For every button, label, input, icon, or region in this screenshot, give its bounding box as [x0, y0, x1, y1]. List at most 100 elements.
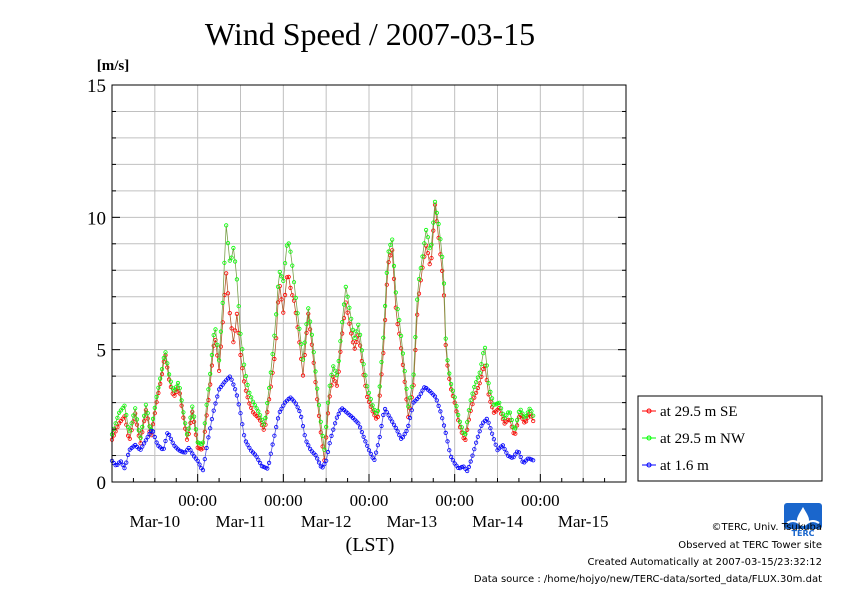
data-point — [382, 303, 388, 309]
data-point — [432, 394, 438, 399]
data-point — [252, 402, 257, 408]
data-point — [281, 310, 286, 315]
data-point — [213, 337, 218, 343]
data-point — [272, 333, 277, 338]
data-point — [254, 454, 259, 459]
data-point — [416, 394, 422, 399]
data-point — [145, 411, 150, 416]
data-point — [422, 385, 427, 390]
x-axis-label: (LST) — [346, 534, 395, 556]
data-point — [238, 411, 243, 416]
legend-label: at 1.6 m — [660, 458, 709, 474]
data-point — [372, 457, 377, 462]
data-point — [115, 415, 120, 420]
data-point — [304, 439, 309, 444]
data-point — [324, 458, 329, 463]
data-point — [363, 439, 368, 444]
data-point — [202, 456, 207, 462]
data-point — [192, 414, 197, 419]
data-point — [415, 297, 420, 302]
data-point — [209, 352, 214, 358]
data-point — [381, 335, 386, 340]
data-point — [350, 327, 355, 332]
data-point — [407, 395, 413, 400]
data-point — [418, 391, 423, 396]
data-point — [279, 406, 284, 411]
data-point — [384, 282, 389, 287]
data-point — [184, 437, 190, 442]
data-point — [175, 380, 181, 386]
data-point — [318, 419, 323, 424]
data-point — [206, 435, 211, 440]
data-point — [361, 434, 366, 439]
data-point — [225, 291, 231, 296]
data-point — [177, 386, 182, 391]
data-point — [231, 382, 236, 387]
data-point — [286, 274, 291, 279]
legend-label: at 29.5 m NW — [660, 431, 746, 447]
data-point — [472, 384, 477, 390]
data-point — [275, 416, 281, 421]
data-point — [475, 375, 480, 380]
data-point — [179, 398, 184, 403]
data-point — [486, 381, 491, 386]
data-point — [183, 421, 188, 426]
data-point — [459, 464, 464, 470]
data-point — [465, 468, 470, 474]
data-point — [411, 372, 416, 377]
data-point — [352, 335, 357, 341]
data-point — [325, 449, 331, 455]
data-point — [299, 414, 304, 419]
data-point — [147, 431, 152, 437]
data-point — [211, 332, 216, 338]
data-point — [277, 409, 282, 414]
data-point — [270, 351, 275, 357]
data-point — [334, 415, 339, 420]
data-point — [327, 383, 332, 388]
data-point — [368, 396, 373, 402]
data-point — [400, 362, 405, 367]
data-point — [263, 415, 268, 421]
data-point — [293, 401, 298, 406]
data-point — [311, 350, 316, 355]
data-point — [147, 424, 152, 429]
data-point — [316, 413, 322, 418]
data-point — [431, 220, 436, 225]
data-point — [356, 421, 361, 426]
data-point — [356, 322, 361, 327]
data-point — [243, 388, 248, 393]
data-point — [477, 381, 482, 386]
data-point — [265, 400, 270, 406]
data-point — [525, 410, 530, 415]
data-point — [188, 415, 193, 420]
data-point — [398, 333, 404, 338]
y-tick-label: 0 — [97, 473, 107, 494]
data-point — [406, 404, 411, 409]
data-point — [190, 404, 195, 409]
data-point — [349, 316, 354, 321]
data-point — [281, 278, 286, 283]
data-point — [390, 419, 395, 424]
data-point — [188, 448, 193, 453]
data-point — [229, 255, 234, 260]
data-point — [373, 450, 379, 455]
data-point — [247, 445, 252, 450]
data-point — [240, 366, 245, 371]
data-point — [206, 397, 211, 403]
data-point — [192, 419, 197, 424]
data-point — [200, 467, 206, 473]
data-point — [236, 402, 241, 407]
data-point — [122, 465, 127, 471]
data-point — [509, 417, 514, 423]
data-point — [425, 235, 430, 240]
data-point — [340, 319, 345, 325]
data-point — [481, 366, 486, 372]
data-point — [220, 300, 225, 305]
data-point — [434, 210, 439, 215]
terc-logo: TERC — [784, 503, 822, 537]
data-point — [452, 400, 457, 405]
data-point — [388, 253, 393, 258]
x-time-label: 00:00 — [264, 491, 303, 510]
data-point — [227, 310, 232, 316]
